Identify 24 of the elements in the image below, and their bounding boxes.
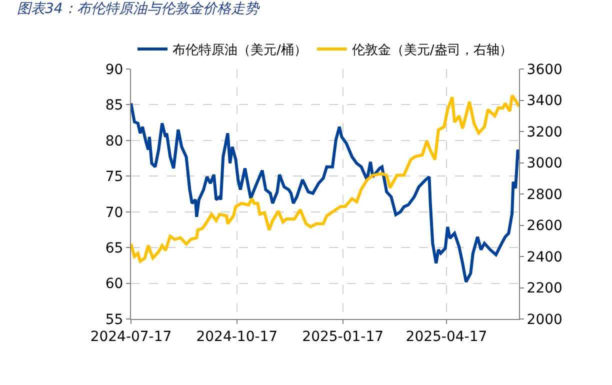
y-tick-label: 80 (105, 133, 124, 150)
y2-tick-label: 2000 (526, 312, 562, 328)
y2-tick-label: 2600 (526, 218, 562, 234)
x-tick-label: 2025-01-17 (302, 328, 384, 345)
y2-tick-label: 3400 (526, 93, 562, 110)
y-tick-label: 55 (105, 312, 124, 328)
y2-tick-label: 2400 (526, 249, 562, 266)
y2-tick-label: 3200 (526, 124, 562, 140)
legend-label: 布伦特原油（美元/桶） (172, 42, 307, 58)
y-tick-label: 75 (105, 169, 124, 186)
y2-tick-label: 2200 (526, 280, 562, 297)
y-tick-label: 90 (105, 62, 124, 78)
chart-title: 图表34：布伦特原油与伦敦金价格走势 (17, 1, 261, 17)
y2-tick-label: 3600 (526, 62, 562, 78)
y2-tick-label: 2800 (526, 186, 562, 203)
x-tick-label: 2024-07-17 (90, 328, 172, 345)
y-tick-label: 70 (105, 204, 124, 221)
y2-tick-label: 3000 (526, 156, 562, 172)
x-tick-label: 2024-10-17 (196, 328, 278, 345)
legend-label: 伦敦金（美元/盎司，右轴） (352, 42, 512, 58)
y-tick-label: 60 (105, 276, 124, 292)
y-tick-label: 65 (105, 240, 124, 256)
x-tick-label: 2025-04-17 (406, 328, 488, 345)
y-tick-label: 85 (105, 98, 124, 114)
